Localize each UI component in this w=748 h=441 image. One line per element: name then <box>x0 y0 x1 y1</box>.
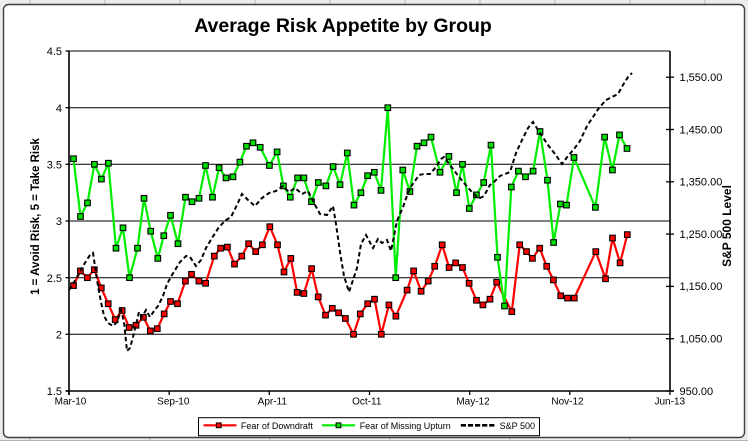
svg-text:1.5: 1.5 <box>47 386 62 398</box>
svg-text:Sep-10: Sep-10 <box>157 397 190 408</box>
svg-text:Jun-13: Jun-13 <box>655 397 686 408</box>
svg-text:4.5: 4.5 <box>47 46 62 58</box>
svg-text:2: 2 <box>56 329 62 341</box>
svg-text:2.5: 2.5 <box>47 273 62 285</box>
svg-text:May-12: May-12 <box>456 397 490 408</box>
svg-text:Apr-11: Apr-11 <box>258 397 288 408</box>
svg-text:Nov-12: Nov-12 <box>551 397 584 408</box>
svg-text:Fear of Missing Upturn: Fear of Missing Upturn <box>360 421 451 431</box>
svg-text:4: 4 <box>56 103 62 115</box>
svg-text:S&P 500 Level: S&P 500 Level <box>720 185 734 267</box>
svg-text:3: 3 <box>56 216 62 228</box>
svg-text:Fear of Downdraft: Fear of Downdraft <box>241 421 314 431</box>
svg-text:950.00: 950.00 <box>680 386 714 398</box>
svg-text:1,050.00: 1,050.00 <box>680 334 723 346</box>
svg-text:1,550.00: 1,550.00 <box>680 72 723 84</box>
svg-text:1,350.00: 1,350.00 <box>680 177 723 189</box>
svg-text:Average Risk Appetite by Group: Average Risk Appetite by Group <box>194 15 492 37</box>
svg-text:1,150.00: 1,150.00 <box>680 281 723 293</box>
svg-text:1,250.00: 1,250.00 <box>680 229 723 241</box>
svg-text:Mar-10: Mar-10 <box>55 397 87 408</box>
svg-text:3.5: 3.5 <box>47 159 62 171</box>
svg-text:1,450.00: 1,450.00 <box>680 124 723 136</box>
svg-text:1 = Avoid Risk, 5 = Take Risk: 1 = Avoid Risk, 5 = Take Risk <box>30 137 42 294</box>
svg-text:Oct-11: Oct-11 <box>352 397 382 408</box>
svg-text:S&P 500: S&P 500 <box>500 421 535 431</box>
